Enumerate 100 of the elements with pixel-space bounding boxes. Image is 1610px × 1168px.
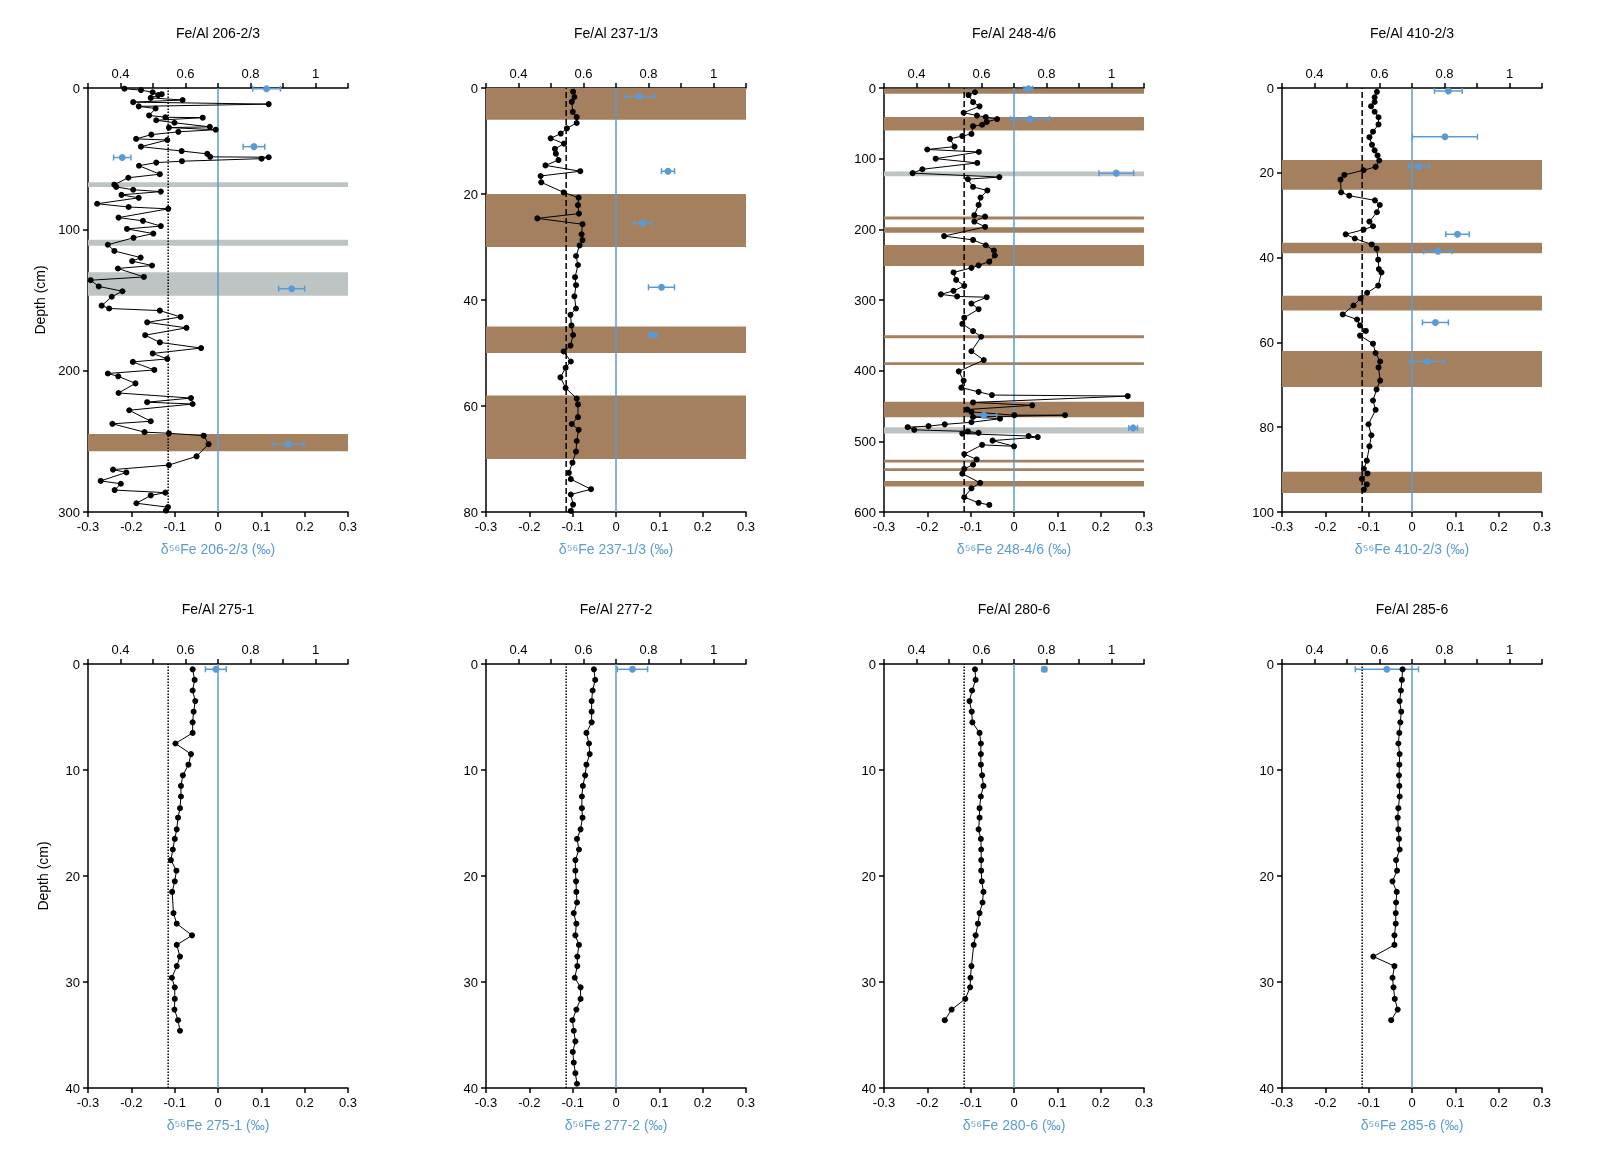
x-tick-label: 0.3 (1532, 1095, 1552, 1110)
y-tick-label: 60 (1259, 334, 1274, 350)
x-tick-label: 0.3 (1134, 519, 1154, 534)
x-tick-label: -0.3 (1270, 1095, 1294, 1110)
x-tick-label: -0.3 (76, 1095, 100, 1110)
x-tick-label: 0.1 (1446, 1095, 1465, 1110)
x-tick-label: -0.1 (1357, 519, 1380, 534)
y-tick-label: 200 (58, 363, 80, 379)
x-tick-label: 0 (612, 1095, 620, 1110)
x2-tick-label: 1 (1107, 642, 1116, 657)
x2-axis-title: Fe/Al 285-6 (1375, 601, 1449, 617)
x-tick-label: -0.1 (561, 519, 584, 534)
x2-tick-label: 0.4 (907, 66, 926, 81)
y-tick-label: 10 (463, 762, 478, 778)
x-axis-title: δ⁵⁶Fe 206-2/3 (‰) (160, 541, 276, 557)
x2-tick-label: 0.4 (509, 642, 528, 657)
x2-tick-label: 1 (709, 66, 718, 81)
x2-tick-label: 0.4 (907, 642, 926, 657)
x-tick-label: 0.1 (650, 1095, 669, 1110)
x-tick-label: -0.3 (76, 519, 100, 534)
x-tick-label: 0.3 (1532, 519, 1552, 534)
x2-tick-label: 0.6 (574, 66, 593, 81)
x-tick-label: -0.3 (1270, 519, 1294, 534)
y-tick-label: 0 (470, 656, 478, 672)
x2-axis-title: Fe/Al 206-2/3 (175, 25, 261, 41)
x2-tick-label: 0.4 (1305, 642, 1324, 657)
x2-tick-label: 0.6 (972, 66, 991, 81)
x-tick-label: 0 (612, 519, 620, 534)
y-tick-label: 40 (463, 1080, 478, 1096)
y-axis-title: Depth (cm) (32, 265, 49, 335)
y-tick-label: 0 (868, 656, 876, 672)
x-tick-label: 0.2 (1489, 519, 1508, 534)
x-axis-title: δ⁵⁶Fe 237-1/3 (‰) (558, 541, 674, 557)
y-tick-label: 10 (1259, 762, 1274, 778)
x-tick-label: -0.2 (518, 1095, 541, 1110)
x2-tick-label: 1 (1107, 66, 1116, 81)
x-tick-label: 0.3 (338, 1095, 358, 1110)
y-tick-label: 40 (65, 1080, 80, 1096)
y-tick-label: 0 (72, 656, 80, 672)
x2-tick-label: 0.8 (241, 642, 260, 657)
x-tick-label: 0.2 (693, 1095, 712, 1110)
y-tick-label: 20 (861, 868, 876, 884)
y-tick-label: 300 (854, 292, 876, 308)
y-tick-label: 400 (854, 363, 876, 379)
x-tick-label: -0.2 (120, 1095, 143, 1110)
x-tick-label: -0.2 (1314, 519, 1337, 534)
x-tick-label: -0.3 (872, 1095, 896, 1110)
x2-tick-label: 1 (1505, 642, 1514, 657)
x2-tick-label: 0.8 (1435, 642, 1454, 657)
x-tick-label: 0.3 (338, 519, 358, 534)
x2-tick-label: 0.8 (1037, 642, 1056, 657)
x2-tick-label: 0.6 (1370, 642, 1389, 657)
y-tick-label: 0 (72, 80, 80, 96)
x2-axis-title: Fe/Al 237-1/3 (573, 25, 659, 41)
x-tick-label: 0.3 (736, 519, 756, 534)
x2-tick-label: 0.6 (1370, 66, 1389, 81)
y-tick-label: 40 (463, 292, 478, 308)
y-tick-label: 80 (1259, 419, 1274, 435)
x2-tick-label: 0.4 (1305, 66, 1324, 81)
x2-axis-title: Fe/Al 275-1 (181, 601, 255, 617)
y-tick-label: 30 (1259, 974, 1274, 990)
x-tick-label: 0 (1010, 1095, 1018, 1110)
x-tick-label: 0.1 (1048, 1095, 1067, 1110)
x-axis-title: δ⁵⁶Fe 285-6 (‰) (1360, 1117, 1464, 1133)
x-tick-label: 0.1 (252, 519, 271, 534)
y-tick-label: 40 (1259, 1080, 1274, 1096)
x2-axis-title: Fe/Al 280-6 (977, 601, 1051, 617)
y-tick-label: 20 (463, 868, 478, 884)
x-tick-label: 0 (1010, 519, 1018, 534)
y-tick-label: 20 (463, 186, 478, 202)
y-tick-label: 300 (58, 504, 80, 520)
x-tick-label: 0 (1408, 519, 1416, 534)
y-tick-label: 10 (65, 762, 80, 778)
y-tick-label: 100 (854, 151, 876, 167)
x2-axis-title: Fe/Al 410-2/3 (1369, 25, 1455, 41)
x-tick-label: -0.1 (1357, 1095, 1380, 1110)
x-tick-label: -0.2 (916, 519, 939, 534)
y-tick-label: 30 (463, 974, 478, 990)
x2-tick-label: 0.4 (509, 66, 528, 81)
x2-axis-title: Fe/Al 277-2 (579, 601, 653, 617)
x-tick-label: 0.2 (1091, 519, 1110, 534)
x-tick-label: 0.1 (650, 519, 669, 534)
x2-tick-label: 0.6 (972, 642, 991, 657)
x2-tick-label: 0.8 (1037, 66, 1056, 81)
x2-tick-label: 0.8 (241, 66, 260, 81)
x2-tick-label: 0.4 (111, 642, 130, 657)
x2-tick-label: 1 (709, 642, 718, 657)
x-tick-label: -0.1 (561, 1095, 584, 1110)
x-tick-label: 0.2 (1489, 1095, 1508, 1110)
x-tick-label: 0.2 (1091, 1095, 1110, 1110)
x-tick-label: -0.1 (959, 519, 982, 534)
x2-tick-label: 0.6 (176, 642, 195, 657)
y-tick-label: 200 (854, 221, 876, 237)
x-tick-label: 0.2 (295, 519, 314, 534)
y-tick-label: 30 (861, 974, 876, 990)
y-tick-label: 100 (1252, 504, 1274, 520)
x-axis-title: δ⁵⁶Fe 275-1 (‰) (166, 1117, 270, 1133)
x2-tick-label: 0.6 (176, 66, 195, 81)
x-tick-label: -0.1 (959, 1095, 982, 1110)
y-tick-label: 40 (1259, 250, 1274, 266)
